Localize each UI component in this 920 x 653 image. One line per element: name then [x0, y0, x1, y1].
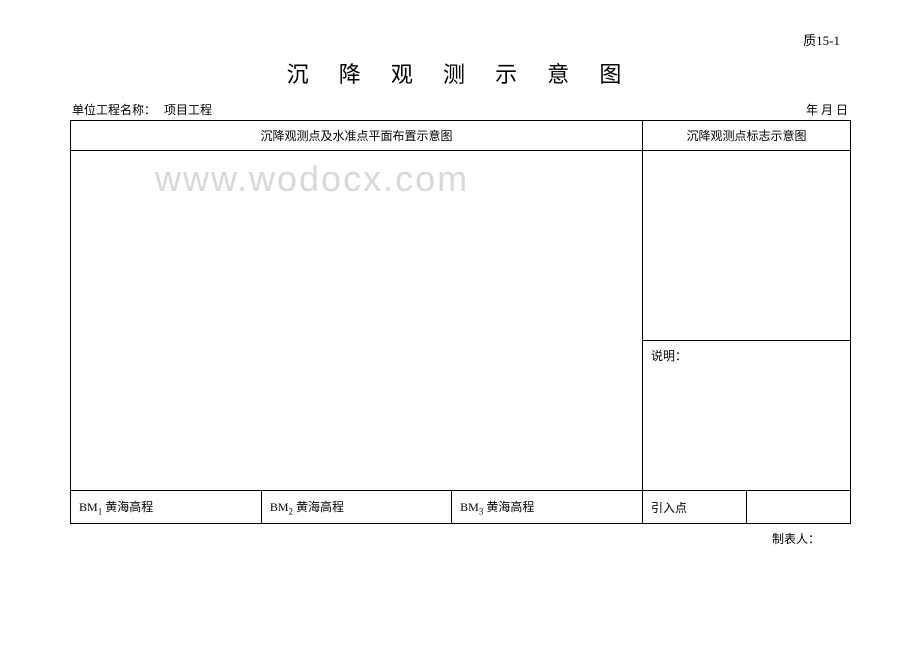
- bm2-cell: BM2 黄海高程: [261, 491, 451, 523]
- main-diagram-area: [71, 151, 643, 491]
- bm3-label: 黄海高程: [483, 500, 534, 514]
- bm2-label: 黄海高程: [293, 500, 344, 514]
- bm-cells-container: BM1 黄海高程 BM2 黄海高程 BM3 黄海高程: [71, 491, 643, 524]
- project-label: 单位工程名称：: [72, 101, 156, 118]
- page-container: 质15-1 沉 降 观 测 示 意 图 单位工程名称： 项目工程 年 月 日 沉…: [0, 0, 920, 577]
- marker-diagram-area: [643, 151, 851, 341]
- page-title: 沉 降 观 测 示 意 图: [70, 57, 850, 89]
- project-name: 项目工程: [164, 101, 212, 118]
- header-row: 单位工程名称： 项目工程 年 月 日: [70, 101, 850, 118]
- preparer-label: 制表人：: [772, 532, 820, 546]
- bm1-prefix: BM: [79, 500, 98, 514]
- bm2-prefix: BM: [270, 500, 289, 514]
- ref-point-label-cell: 引入点: [643, 491, 747, 523]
- ref-point-value-cell: [747, 491, 851, 523]
- section-header-row: 沉降观测点及水准点平面布置示意图 沉降观测点标志示意图: [71, 121, 851, 151]
- main-table: 沉降观测点及水准点平面布置示意图 沉降观测点标志示意图 说明： BM1 黄海高程: [70, 120, 851, 524]
- upper-content-row: [71, 151, 851, 341]
- notes-label: 说明：: [651, 349, 687, 363]
- ref-point-label: 引入点: [651, 501, 687, 515]
- left-section-header: 沉降观测点及水准点平面布置示意图: [71, 121, 643, 151]
- bottom-row: BM1 黄海高程 BM2 黄海高程 BM3 黄海高程: [71, 491, 851, 524]
- form-id: 质15-1: [70, 30, 850, 49]
- ref-point-container: 引入点: [643, 491, 851, 524]
- footer-row: 制表人：: [70, 530, 850, 547]
- bm1-label: 黄海高程: [102, 500, 153, 514]
- header-left: 单位工程名称： 项目工程: [72, 101, 212, 118]
- ref-inner-table: 引入点: [643, 491, 850, 523]
- notes-area: 说明：: [643, 341, 851, 491]
- right-section-header: 沉降观测点标志示意图: [643, 121, 851, 151]
- bm3-prefix: BM: [460, 500, 479, 514]
- bm-inner-table: BM1 黄海高程 BM2 黄海高程 BM3 黄海高程: [71, 491, 642, 523]
- date-label: 年 月 日: [806, 101, 848, 118]
- bm3-cell: BM3 黄海高程: [452, 491, 642, 523]
- bm1-cell: BM1 黄海高程: [71, 491, 261, 523]
